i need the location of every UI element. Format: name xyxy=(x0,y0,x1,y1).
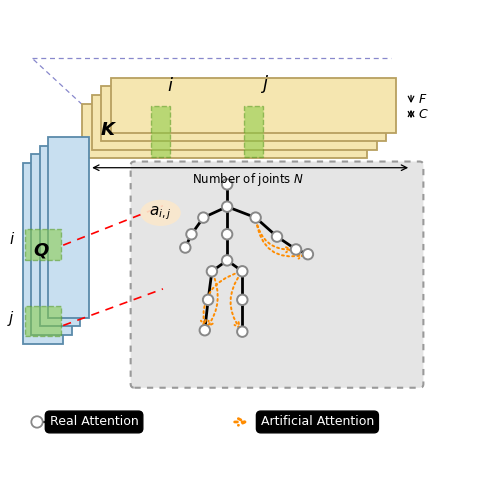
Text: $\mathit{i}$: $\mathit{i}$ xyxy=(167,77,174,96)
Text: $\mathit{i}$: $\mathit{i}$ xyxy=(9,231,15,247)
Circle shape xyxy=(303,249,313,260)
FancyArrowPatch shape xyxy=(230,273,241,327)
Circle shape xyxy=(222,229,232,239)
Bar xyxy=(82,104,367,158)
Bar xyxy=(25,305,61,337)
FancyArrowPatch shape xyxy=(235,419,245,425)
Circle shape xyxy=(203,294,213,305)
Text: $\boldsymbol{Q}$: $\boldsymbol{Q}$ xyxy=(33,241,49,261)
Circle shape xyxy=(237,294,248,305)
Bar xyxy=(101,87,386,141)
Bar xyxy=(23,163,63,344)
Text: Artificial Attention: Artificial Attention xyxy=(261,415,374,428)
Circle shape xyxy=(237,266,248,277)
Circle shape xyxy=(186,229,197,239)
Circle shape xyxy=(32,416,43,428)
Circle shape xyxy=(180,242,191,253)
FancyArrowPatch shape xyxy=(201,272,239,326)
Bar xyxy=(111,78,396,132)
Circle shape xyxy=(291,244,301,255)
Bar xyxy=(92,95,377,150)
Circle shape xyxy=(272,231,282,242)
Bar xyxy=(244,106,263,157)
Bar xyxy=(25,229,61,261)
Circle shape xyxy=(237,326,248,337)
FancyArrowPatch shape xyxy=(208,274,218,326)
Circle shape xyxy=(250,212,261,223)
Text: $\mathit{j}$: $\mathit{j}$ xyxy=(260,74,269,96)
Bar xyxy=(151,106,170,157)
Circle shape xyxy=(222,255,232,266)
Text: $\boldsymbol{K}$: $\boldsymbol{K}$ xyxy=(100,121,117,139)
Ellipse shape xyxy=(141,200,181,226)
Circle shape xyxy=(206,266,217,277)
FancyBboxPatch shape xyxy=(130,162,424,388)
Text: Real Attention: Real Attention xyxy=(50,415,139,428)
Text: $F$: $F$ xyxy=(418,93,427,106)
Text: $C$: $C$ xyxy=(418,108,429,120)
Text: $a_{i,j}$: $a_{i,j}$ xyxy=(149,204,172,222)
Text: Number of joints $N$: Number of joints $N$ xyxy=(193,171,304,188)
Bar xyxy=(40,146,80,326)
Circle shape xyxy=(199,325,210,336)
Bar xyxy=(48,137,89,318)
Circle shape xyxy=(222,201,232,212)
Circle shape xyxy=(198,212,208,223)
FancyArrowPatch shape xyxy=(256,220,303,259)
Bar xyxy=(32,154,72,335)
FancyArrowPatch shape xyxy=(256,220,291,252)
Text: $\mathit{j}$: $\mathit{j}$ xyxy=(7,309,15,328)
Circle shape xyxy=(222,179,232,190)
Circle shape xyxy=(45,416,57,428)
